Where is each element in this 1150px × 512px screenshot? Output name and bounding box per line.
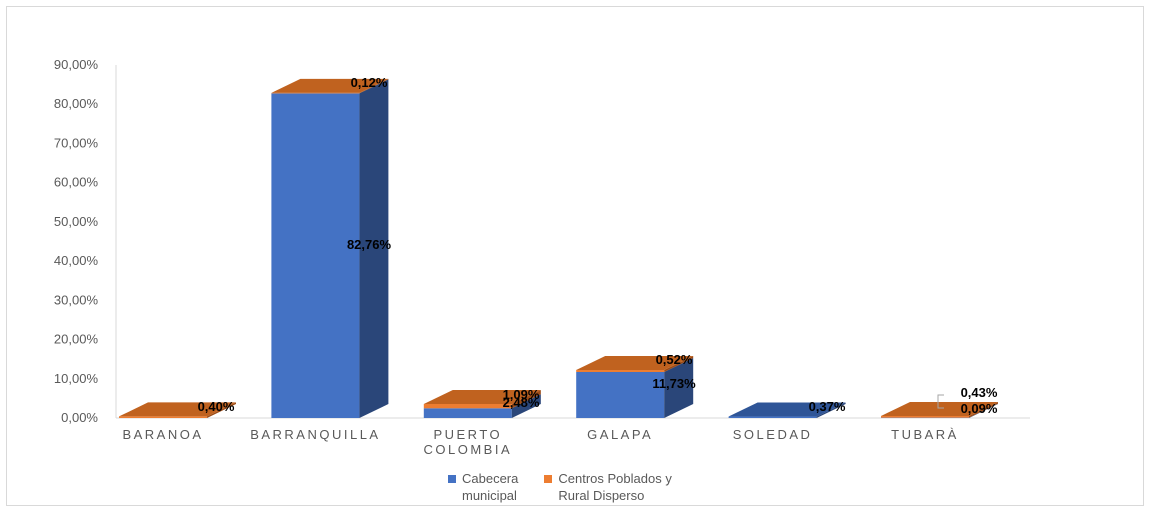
bar-side-cabecera <box>359 79 389 419</box>
legend-swatch-cabecera <box>448 475 456 483</box>
x-category-label: TUBARÀ <box>891 427 959 442</box>
x-category-label: GALAPA <box>587 427 653 442</box>
x-category-label: BARRANQUILLA <box>250 427 380 442</box>
data-label-centros: 1,09% <box>503 387 540 402</box>
x-category-label: SOLEDAD <box>733 427 813 442</box>
y-tick-label: 80,00% <box>54 96 99 111</box>
y-tick-label: 20,00% <box>54 332 99 347</box>
bar-top-cap <box>423 389 541 404</box>
x-category-label: COLOMBIA <box>423 442 512 457</box>
data-label-centros: 0,40% <box>198 399 235 414</box>
data-label-cabecera: 0,09% <box>961 401 998 416</box>
legend-label-cabecera: Cabecera municipal <box>462 471 519 503</box>
legend-item-cabecera: Cabecera municipal <box>448 470 518 504</box>
bar-side-cabecera <box>816 402 846 418</box>
bar-side-centros <box>359 78 389 94</box>
y-tick-label: 10,00% <box>54 371 99 386</box>
y-tick-label: 60,00% <box>54 175 99 190</box>
y-tick-label: 70,00% <box>54 135 99 150</box>
data-label-centros: 0,43% <box>961 385 998 400</box>
bar-side-cabecera <box>969 403 998 418</box>
bar-side-centros <box>969 401 998 418</box>
bar-centros <box>881 415 969 418</box>
bar-side-centros <box>207 402 236 418</box>
bar-top-cap <box>119 402 236 417</box>
chart-frame <box>6 6 1144 506</box>
data-label-callout <box>937 394 944 409</box>
bar-top-cap <box>576 355 694 370</box>
y-tick-label: 30,00% <box>54 292 99 307</box>
legend-label-centros: Centros Poblados y Rural Disperso <box>558 471 672 503</box>
data-label-cabecera: 0,37% <box>809 399 846 414</box>
x-category-label: PUERTO <box>433 427 502 442</box>
chart-data-labels: 82,76% 2,48% 11,73% 0,37% 0,09% 0,40% 0,12% 1,0… <box>198 75 998 416</box>
bar-top-cap <box>728 402 846 417</box>
data-label-centros: 0,12% <box>351 75 388 90</box>
data-label-cabecera: 2,48% <box>503 395 540 410</box>
y-tick-label: 50,00% <box>54 214 99 229</box>
chart-bars <box>119 78 998 419</box>
bar-cabecera <box>728 416 817 418</box>
legend-item-centros: Centros Poblados y Rural Disperso <box>544 470 672 504</box>
bar-top-cap <box>271 78 389 93</box>
bar-cabecera <box>576 371 665 418</box>
y-tick-label: 90,00% <box>54 57 99 72</box>
x-category-label: BARANOA <box>122 427 203 442</box>
bar-top-cap <box>881 401 998 416</box>
bar-centros <box>119 416 207 418</box>
chart-legend: Cabecera municipal Centros Poblados y Ru… <box>448 470 672 504</box>
bar-side-cabecera <box>664 357 694 418</box>
data-label-centros: 0,52% <box>656 352 693 367</box>
legend-swatch-centros <box>544 475 553 483</box>
bar-side-centros <box>511 389 541 409</box>
chart-axes: 0,00% 10,00% 20,00% 30,00% 40,00% 50,00% 60,00… <box>54 57 1030 457</box>
bar-side-centros <box>664 355 694 372</box>
data-label-cabecera: 82,76% <box>347 237 392 252</box>
bar-centros <box>576 369 665 372</box>
bar-centros <box>423 403 512 409</box>
data-label-cabecera: 11,73% <box>652 376 696 391</box>
y-tick-label: 40,00% <box>54 253 99 268</box>
y-tick-label: 0,00% <box>61 410 98 425</box>
bar-cabecera <box>271 93 360 419</box>
bar-side-cabecera <box>511 394 541 418</box>
bar-cabecera <box>423 408 512 418</box>
